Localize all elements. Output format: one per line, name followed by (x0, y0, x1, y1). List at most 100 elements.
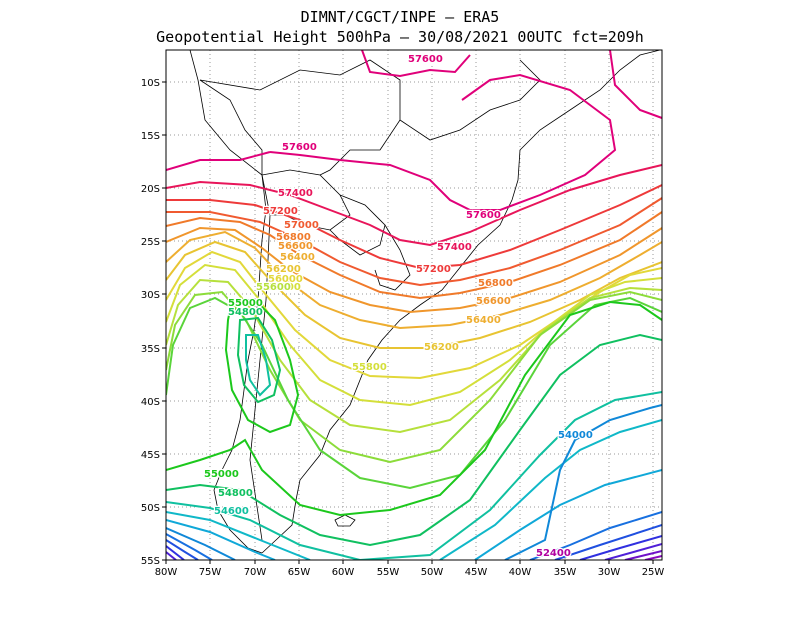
falkland-islands (334, 514, 356, 527)
border-peru (199, 79, 263, 175)
contour-label: 57600 (282, 142, 317, 153)
contour-label: 56800 (478, 278, 513, 289)
contour-53800-b (529, 511, 662, 560)
contour-54600-low (245, 334, 272, 397)
map-frame (165, 49, 663, 561)
contour-54000 (166, 527, 236, 560)
border-chile-argentina (249, 174, 271, 541)
lon-axis: 80W 75W 70W 65W 60W 55W 50W 45W 40W 35W 30W 25W (155, 560, 665, 578)
lat-tick-label: 15S (141, 131, 160, 142)
contour-53000-b (624, 550, 662, 560)
contour-label: 54000 (558, 430, 593, 441)
contour-53200-b (604, 543, 662, 560)
contour-label: 56200 (424, 342, 459, 353)
contour-55200 (166, 296, 662, 490)
lon-tick-label: 40W (509, 567, 532, 578)
contour-55800 (166, 263, 662, 407)
map-title: DIMNT/CGCT/INPE – ERA5 (300, 8, 500, 26)
contour-53600-b (554, 524, 662, 560)
contour-54800-low (236, 316, 282, 404)
lat-tick-label: 35S (141, 344, 160, 355)
contour-53400 (166, 545, 185, 560)
lon-tick-label: 50W (421, 567, 444, 578)
contour-54400 (166, 511, 311, 560)
contour-57600-loop (269, 73, 617, 211)
contour-lines (166, 50, 662, 560)
contour-label: 55000 (204, 469, 239, 480)
contour-label: 55000 (228, 298, 263, 309)
border-brazil (199, 59, 401, 176)
lon-tick-label: 75W (199, 567, 222, 578)
lat-axis: 10S 15S 20S 25S 30S 35S 40S 45S 50S 55S (141, 78, 166, 567)
coastline-borders (189, 50, 661, 554)
contour-55400 (166, 290, 662, 464)
map-subtitle: Geopotential Height 500hPa – 30/08/2021 … (156, 28, 644, 46)
lat-tick-label: 55S (141, 556, 160, 567)
coastline-west (189, 50, 267, 554)
contour-54400-b (439, 419, 662, 560)
contour-label: 56400 (466, 315, 501, 326)
contour-label: 54800 (218, 488, 253, 499)
lat-tick-label: 10S (141, 78, 160, 89)
contour-53200 (166, 551, 177, 560)
contour-53600 (166, 539, 199, 560)
lon-tick-label: 55W (377, 567, 400, 578)
contour-53400-b (579, 535, 662, 560)
contour-57600-north (361, 50, 471, 78)
contour-52800-b (644, 555, 662, 560)
contour-label: 56800 (276, 232, 311, 243)
contour-label: 56600 (278, 241, 313, 252)
lon-tick-label: 60W (332, 567, 355, 578)
contour-label: 57200 (416, 264, 451, 275)
contour-54800 (166, 333, 662, 547)
contour-55000-low (224, 299, 300, 434)
contour-57200 (166, 184, 662, 270)
contour-label: 57200 (263, 206, 298, 217)
lat-tick-label: 30S (141, 290, 160, 301)
lon-tick-label: 25W (642, 567, 665, 578)
lon-tick-label: 45W (465, 567, 488, 578)
lat-tick-label: 25S (141, 237, 160, 248)
coastline-east (261, 50, 661, 554)
contour-55000 (166, 300, 662, 517)
border-paraguay (329, 194, 386, 256)
contour-55600 (166, 278, 662, 434)
contour-54200 (166, 519, 276, 560)
contour-label: 56200 (266, 264, 301, 275)
contour-label: 56000 (268, 274, 303, 285)
contour-label: 56400 (280, 252, 315, 263)
lat-tick-label: 40S (141, 397, 160, 408)
contour-56600 (166, 226, 662, 314)
contour-label: 54800 (228, 307, 263, 318)
lon-tick-label: 35W (554, 567, 577, 578)
contour-54000-b (504, 404, 662, 560)
contour-label: 57400 (278, 188, 313, 199)
contour-56800 (166, 211, 662, 300)
contour-57400 (166, 164, 662, 247)
lon-tick-label: 30W (598, 567, 621, 578)
lon-tick-label: 70W (244, 567, 267, 578)
lon-tick-label: 65W (288, 567, 311, 578)
contour-53800 (166, 533, 213, 560)
contour-label: 52400 (536, 548, 571, 559)
lat-tick-label: 20S (141, 184, 160, 195)
contour-label: 55800 (352, 362, 387, 373)
contour-label: 55800 (266, 282, 301, 293)
contour-label: 55600 (256, 282, 291, 293)
contour-label: 57600 (408, 54, 443, 65)
lat-tick-label: 45S (141, 450, 160, 461)
contour-label: 57000 (284, 220, 319, 231)
contour-label: 54600 (214, 506, 249, 517)
border-bolivia (261, 169, 351, 231)
contour-54200-b (474, 469, 662, 560)
contour-label: 57600 (466, 210, 501, 221)
contour-56200 (166, 240, 662, 349)
contour-label: 57400 (437, 242, 472, 253)
contour-54600 (166, 391, 662, 560)
contour-56400 (166, 230, 662, 330)
contour-labels: 57600 57600 57600 57400 57400 57200 57200 57000… (203, 53, 594, 561)
contour-57600-west (166, 151, 271, 171)
lat-tick-label: 50S (141, 503, 160, 514)
contour-57000 (166, 197, 662, 287)
